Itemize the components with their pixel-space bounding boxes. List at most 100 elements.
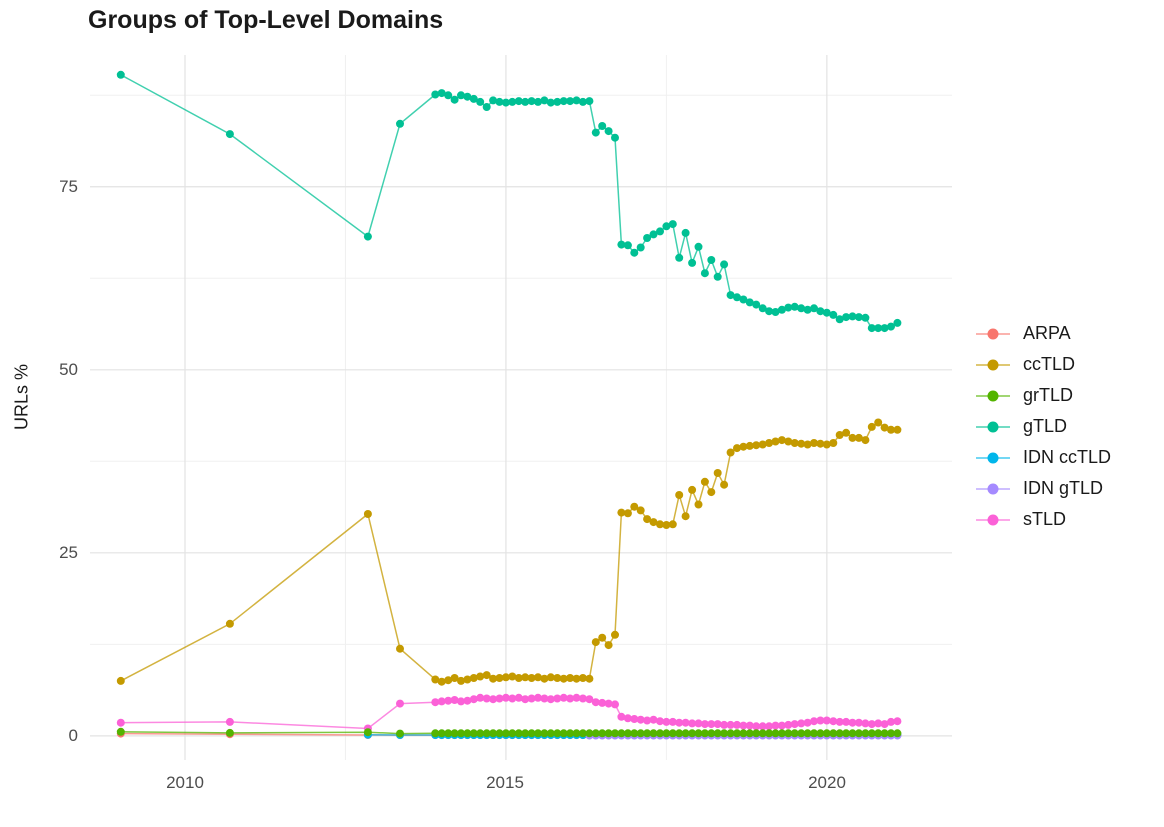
data-point bbox=[765, 439, 774, 447]
data-point bbox=[572, 674, 581, 683]
data-point bbox=[566, 729, 575, 738]
legend-label: IDN gTLD bbox=[1023, 478, 1104, 498]
data-point bbox=[662, 222, 671, 231]
data-point bbox=[540, 96, 549, 105]
legend-key-icon bbox=[976, 419, 1010, 435]
data-point bbox=[733, 729, 741, 738]
data-point bbox=[842, 313, 851, 322]
data-point bbox=[508, 729, 517, 738]
data-point bbox=[733, 444, 741, 453]
data-point bbox=[604, 641, 613, 650]
data-point bbox=[777, 305, 786, 314]
data-point bbox=[867, 422, 876, 431]
data-point bbox=[396, 119, 404, 128]
data-point bbox=[707, 488, 716, 497]
data-point bbox=[803, 305, 812, 314]
data-point bbox=[572, 693, 581, 702]
data-point bbox=[540, 694, 549, 703]
series-stld bbox=[116, 693, 902, 733]
data-point bbox=[489, 96, 498, 105]
data-point bbox=[726, 720, 735, 729]
data-point bbox=[437, 697, 446, 706]
data-point bbox=[527, 674, 536, 682]
data-point bbox=[797, 439, 806, 448]
data-point bbox=[617, 712, 626, 721]
data-point bbox=[816, 716, 825, 725]
data-point bbox=[431, 698, 440, 707]
data-point bbox=[816, 439, 825, 448]
data-point bbox=[797, 719, 806, 728]
data-point bbox=[771, 308, 780, 316]
data-point bbox=[726, 291, 735, 300]
legend-key-icon bbox=[976, 481, 1010, 497]
data-point bbox=[867, 324, 876, 333]
data-point bbox=[662, 729, 671, 738]
data-point bbox=[656, 717, 664, 726]
data-point bbox=[501, 693, 510, 702]
data-point bbox=[534, 97, 542, 106]
data-point bbox=[700, 720, 709, 729]
data-point bbox=[578, 97, 587, 106]
data-point bbox=[700, 477, 709, 486]
data-point bbox=[880, 720, 889, 729]
legend-item-idn-gtld: IDN gTLD bbox=[976, 473, 1111, 504]
data-point bbox=[668, 729, 677, 738]
data-point bbox=[444, 696, 453, 705]
legend-item-gtld: gTLD bbox=[976, 411, 1111, 442]
data-point bbox=[656, 520, 664, 529]
data-point bbox=[521, 729, 530, 738]
data-point bbox=[463, 729, 472, 738]
data-point bbox=[623, 729, 632, 738]
data-point bbox=[450, 696, 459, 704]
data-point bbox=[758, 722, 767, 731]
data-point bbox=[835, 717, 844, 726]
data-point bbox=[489, 729, 498, 738]
data-point bbox=[623, 714, 632, 723]
data-point bbox=[874, 729, 883, 738]
data-point bbox=[457, 676, 465, 685]
data-point bbox=[861, 729, 870, 738]
data-point bbox=[225, 717, 234, 726]
data-point bbox=[874, 418, 883, 427]
data-point bbox=[707, 729, 716, 738]
data-point bbox=[591, 698, 600, 707]
data-point bbox=[745, 441, 754, 450]
data-point bbox=[790, 439, 799, 447]
data-point bbox=[572, 96, 581, 105]
data-point bbox=[514, 97, 523, 106]
data-point bbox=[521, 673, 530, 682]
data-point bbox=[431, 675, 440, 684]
data-point bbox=[713, 729, 722, 738]
data-point bbox=[675, 729, 684, 738]
data-point bbox=[617, 508, 626, 517]
data-point bbox=[887, 322, 895, 331]
data-point bbox=[559, 97, 568, 106]
data-point bbox=[534, 673, 542, 682]
legend-label: sTLD bbox=[1023, 509, 1067, 529]
data-point bbox=[363, 728, 372, 737]
data-point bbox=[694, 719, 703, 728]
data-point bbox=[476, 693, 485, 702]
data-point bbox=[681, 718, 690, 727]
data-point bbox=[463, 92, 472, 101]
data-point bbox=[784, 437, 793, 446]
data-point bbox=[636, 506, 645, 515]
data-point bbox=[559, 674, 568, 683]
data-point bbox=[559, 693, 568, 702]
data-point bbox=[758, 729, 767, 738]
data-point bbox=[822, 308, 831, 317]
data-point bbox=[688, 485, 697, 494]
data-point bbox=[489, 674, 498, 683]
data-point bbox=[867, 720, 876, 729]
data-point bbox=[534, 729, 542, 738]
data-point bbox=[675, 491, 684, 499]
data-point bbox=[546, 98, 555, 107]
data-point bbox=[790, 302, 799, 311]
legend-key-icon bbox=[976, 357, 1010, 373]
data-point bbox=[662, 521, 671, 529]
data-point bbox=[797, 304, 806, 313]
y-tick-label-25: 25 bbox=[59, 543, 78, 562]
data-point bbox=[363, 510, 372, 518]
data-point bbox=[649, 729, 658, 738]
legend-key-icon bbox=[976, 326, 1010, 342]
